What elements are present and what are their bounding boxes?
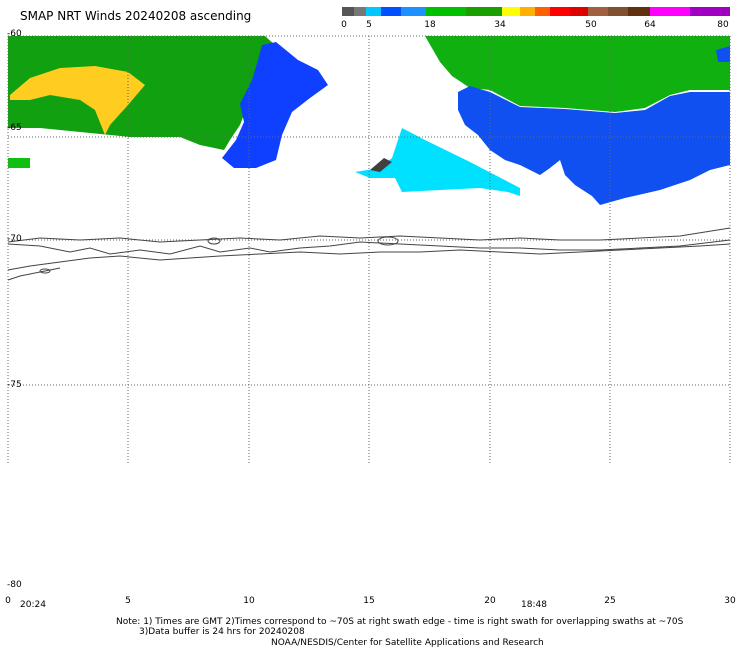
graticule — [7, 35, 731, 465]
colorbar-label: 5 — [366, 20, 372, 30]
colorbar-swatch — [520, 7, 535, 16]
swath-time-middle: 18:48 — [521, 600, 547, 610]
colorbar-swatch — [366, 7, 381, 16]
note-line-2: 3)Data buffer is 24 hrs for 20240208 — [139, 627, 305, 637]
colorbar-swatch — [342, 7, 354, 16]
colorbar-swatch — [354, 7, 366, 16]
coastline — [7, 227, 731, 281]
wind-region-light — [355, 128, 520, 196]
y-axis-label: -75 — [7, 380, 22, 390]
colorbar-swatch — [381, 7, 401, 16]
colorbar-label: 64 — [644, 20, 656, 30]
y-axis-label: -80 — [7, 580, 22, 590]
colorbar-swatch — [588, 7, 608, 16]
colorbar-swatch — [570, 7, 588, 16]
x-axis-label: 20 — [484, 596, 496, 606]
colorbar-label: 18 — [424, 20, 436, 30]
colorbar-label: 0 — [341, 20, 347, 30]
colorbar-swatch — [650, 7, 690, 16]
y-axis-label: -60 — [7, 29, 22, 39]
wind-region-moderate — [458, 86, 730, 205]
y-axis-label: -70 — [7, 234, 22, 244]
y-axis-label: -65 — [7, 123, 22, 133]
colorbar-swatch — [466, 7, 502, 16]
wind-region-gale — [10, 66, 145, 135]
x-axis-label: 10 — [243, 596, 255, 606]
colorbar-swatch — [535, 7, 550, 16]
credit-line: NOAA/NESDIS/Center for Satellite Applica… — [271, 638, 544, 648]
colorbar-swatch — [550, 7, 570, 16]
colorbar — [342, 7, 730, 16]
colorbar-swatch — [690, 7, 730, 16]
colorbar-label: 50 — [585, 20, 597, 30]
wind-region-strong — [425, 36, 730, 112]
x-axis-label: 15 — [363, 596, 375, 606]
blue-patch — [716, 46, 730, 62]
x-axis-label: 30 — [724, 596, 736, 606]
swath-time-left: 20:24 — [20, 600, 46, 610]
colorbar-swatch — [502, 7, 520, 16]
colorbar-label: 80 — [717, 20, 729, 30]
x-axis-label: 0 — [5, 596, 11, 606]
colorbar-swatch — [628, 7, 650, 16]
x-axis-label: 5 — [125, 596, 131, 606]
colorbar-label: 34 — [494, 20, 506, 30]
wind-region-calm — [370, 158, 392, 172]
colorbar-swatch — [608, 7, 628, 16]
colorbar-swatch — [401, 7, 426, 16]
wind-region-strong — [8, 158, 30, 168]
map-title: SMAP NRT Winds 20240208 ascending — [20, 9, 252, 23]
wind-region-strong — [8, 36, 276, 150]
colorbar-swatch — [426, 7, 466, 16]
x-axis-label: 25 — [604, 596, 616, 606]
note-line-1: Note: 1) Times are GMT 2)Times correspon… — [116, 617, 684, 627]
